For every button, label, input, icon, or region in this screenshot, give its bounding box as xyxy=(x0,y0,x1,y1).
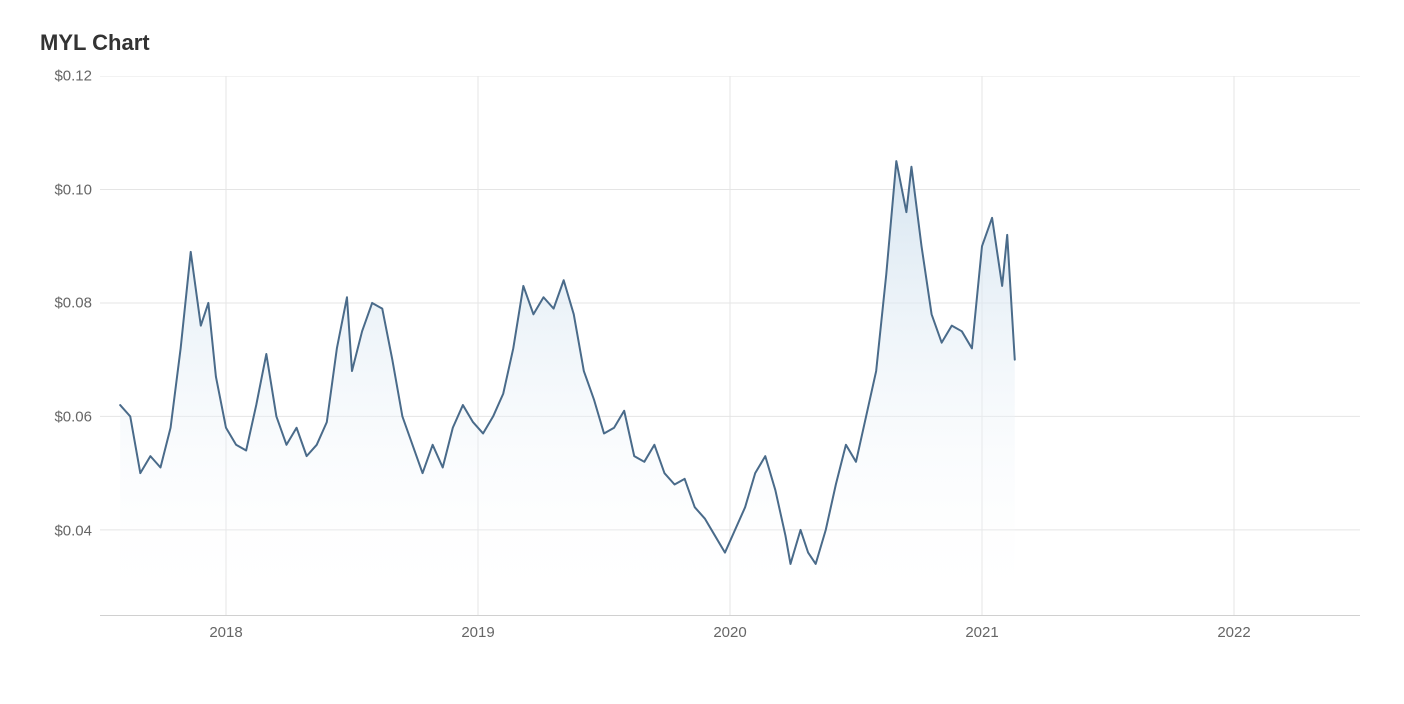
plot-area[interactable] xyxy=(100,76,1360,616)
chart-title: MYL Chart xyxy=(40,30,1364,56)
x-axis-label: 2018 xyxy=(209,624,242,641)
x-axis-label: 2020 xyxy=(713,624,746,641)
y-axis-label: $0.04 xyxy=(54,522,92,539)
y-axis-label: $0.12 xyxy=(54,68,92,85)
x-axis-label: 2022 xyxy=(1217,624,1250,641)
y-axis-label: $0.06 xyxy=(54,409,92,426)
x-axis-label: 2021 xyxy=(965,624,998,641)
y-axis-label: $0.10 xyxy=(54,181,92,198)
x-axis-label: 2019 xyxy=(461,624,494,641)
chart-area[interactable]: $0.04$0.06$0.08$0.10$0.12 20182019202020… xyxy=(40,76,1360,656)
chart-container: MYL Chart $0.04 $0.06 $0.08 $0.10 $0.12 2018… xyxy=(0,0,1404,704)
y-axis-label: $0.08 xyxy=(54,295,92,312)
x-axis: 2018 2019 2020 2021 2022 xyxy=(100,616,1360,656)
y-axis: $0.04$0.06$0.08$0.10$0.12 xyxy=(40,76,100,656)
chart-svg xyxy=(100,76,1360,615)
